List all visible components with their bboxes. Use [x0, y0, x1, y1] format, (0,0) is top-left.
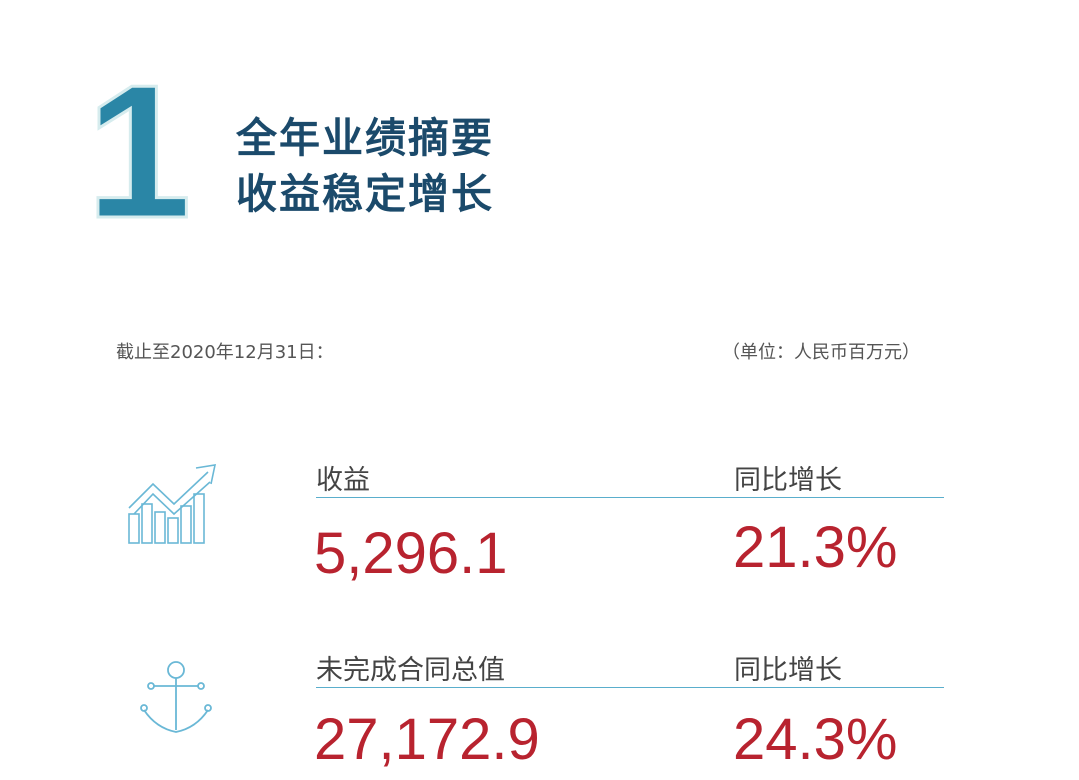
divider: [316, 497, 944, 498]
anchor-icon: [140, 661, 212, 733]
growth-value-backlog: 24.3%: [733, 707, 898, 772]
title-line-2: 收益稳定增长: [236, 170, 494, 218]
section-number: 1: [85, 46, 194, 258]
divider: [316, 687, 944, 688]
growth-chart-icon: [128, 464, 217, 544]
title-line-1: 全年业绩摘要: [236, 114, 494, 162]
growth-label-revenue: 同比增长: [734, 465, 842, 496]
date-note: 截止至2020年12月31日：: [116, 342, 334, 363]
metric-label-backlog: 未完成合同总值: [316, 655, 505, 686]
metric-value-backlog: 27,172.9: [314, 707, 540, 772]
growth-value-revenue: 21.3%: [733, 515, 898, 580]
metric-value-revenue: 5,296.1: [314, 521, 508, 586]
unit-note: （单位：人民币百万元）: [722, 342, 920, 363]
metric-label-revenue: 收益: [316, 465, 370, 496]
growth-label-backlog: 同比增长: [734, 655, 842, 686]
